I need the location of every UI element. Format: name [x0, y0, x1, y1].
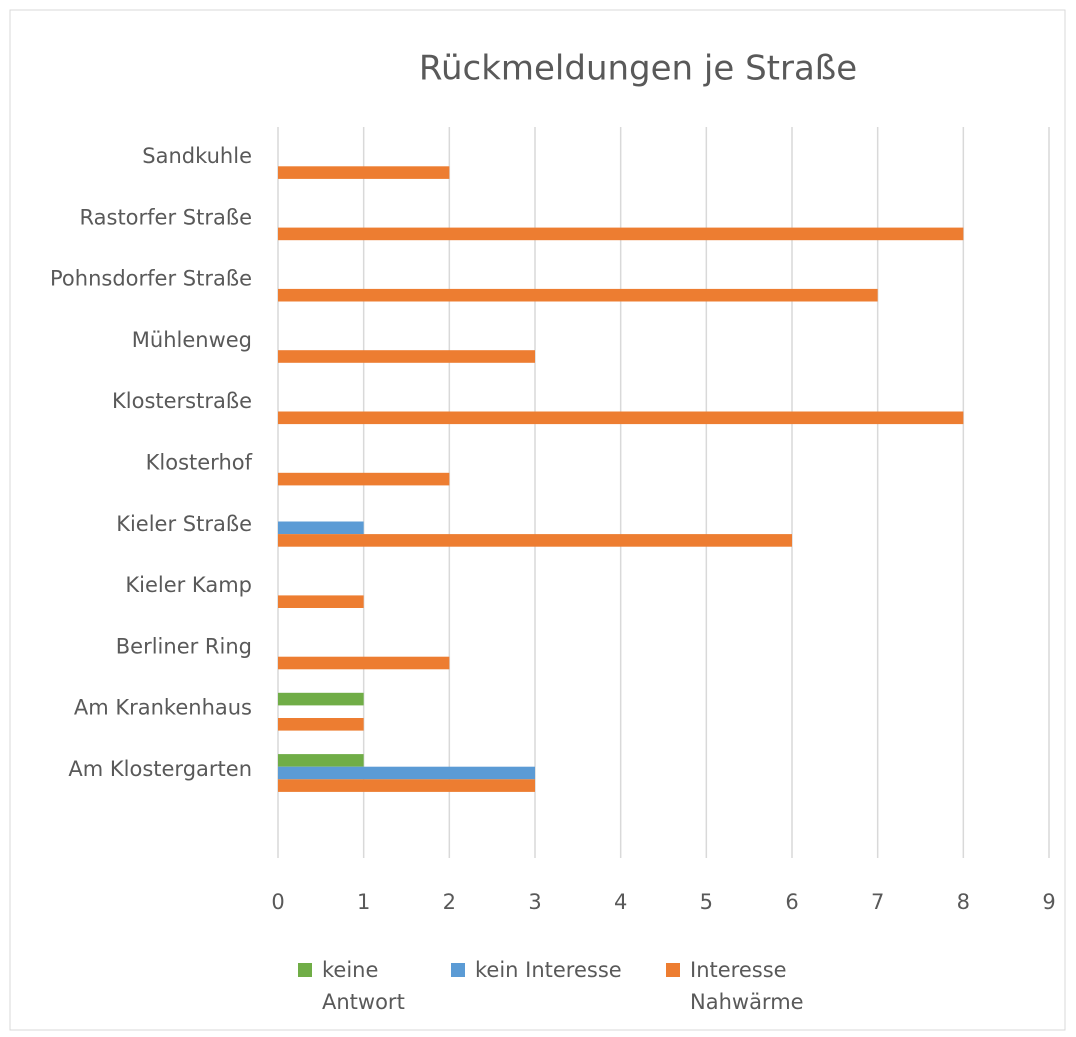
bar: [278, 718, 364, 731]
bar: [278, 779, 535, 792]
y-tick-label: Am Klostergarten: [68, 757, 252, 781]
y-tick-label: Klosterhof: [146, 451, 253, 475]
x-tick-label: 3: [528, 890, 541, 914]
y-tick-label: Berliner Ring: [116, 634, 252, 658]
y-tick-label: Klosterstraße: [112, 389, 252, 413]
legend-item: keine Antwort: [298, 954, 437, 1018]
x-tick-label: 1: [357, 890, 370, 914]
legend-label: Interesse Nahwärme: [690, 958, 804, 1014]
legend-swatch: [298, 963, 312, 977]
legend-swatch: [666, 963, 680, 977]
bar: [278, 766, 535, 780]
legend-label: keine Antwort: [322, 958, 405, 1014]
x-tick-label: 7: [871, 890, 884, 914]
bar: [278, 166, 450, 179]
bar: [278, 656, 450, 670]
legend-label: kein Interesse: [475, 958, 622, 982]
legend-item: kein Interesse: [451, 954, 645, 986]
y-tick-label: Mühlenweg: [132, 328, 252, 352]
x-tick-label: 5: [700, 890, 713, 914]
chart-title: Rückmeldungen je Straße: [419, 49, 857, 89]
x-tick-label: 2: [443, 890, 456, 914]
y-tick-label: Kieler Kamp: [125, 573, 252, 597]
bar: [278, 692, 364, 706]
bar: [278, 754, 364, 767]
x-tick-label: 9: [1042, 890, 1055, 914]
chart-border: [9, 9, 1066, 1031]
x-tick-label: 0: [271, 890, 284, 914]
x-tick-label: 6: [785, 890, 798, 914]
y-tick-label: Rastorfer Straße: [80, 205, 253, 229]
y-tick-label: Am Krankenhaus: [74, 696, 252, 720]
bar: [278, 288, 878, 302]
y-tick-label: Sandkuhle: [142, 144, 252, 168]
x-tick-label: 8: [957, 890, 970, 914]
bar: [278, 350, 535, 363]
y-tick-label: Pohnsdorfer Straße: [50, 267, 252, 291]
y-tick-label: Kieler Straße: [116, 512, 252, 536]
bar: [278, 472, 450, 486]
legend-swatch: [451, 963, 465, 977]
bar: [278, 534, 792, 547]
x-tick-label: 4: [614, 890, 627, 914]
bar: [278, 227, 964, 241]
bar: [278, 521, 364, 535]
legend-item: Interesse Nahwärme: [666, 954, 805, 1018]
bar: [278, 595, 364, 608]
bar: [278, 411, 964, 425]
